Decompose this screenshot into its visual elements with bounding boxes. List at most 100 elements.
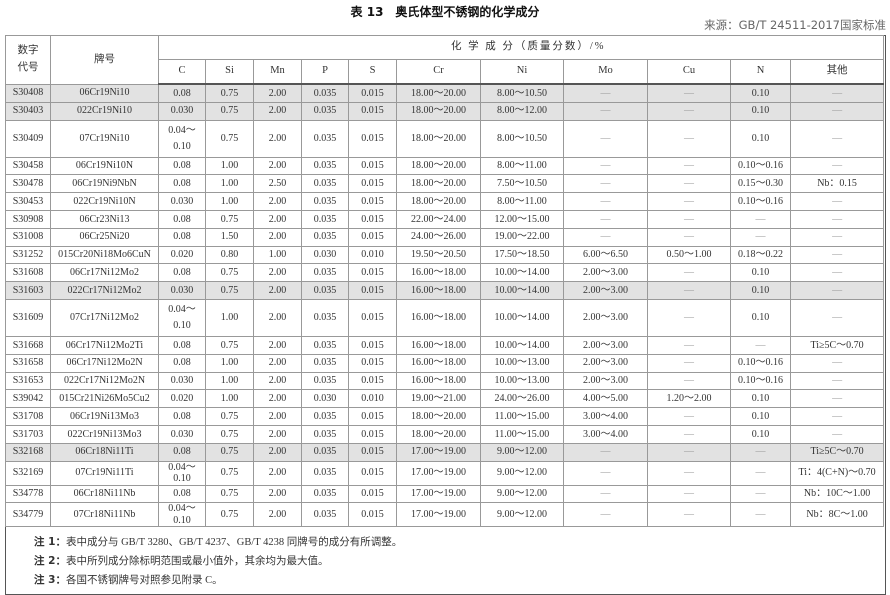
cell-mn: 2.00 [253, 156, 302, 176]
cell-其他: — [789, 156, 885, 176]
cell-p: 0.035 [301, 353, 349, 373]
table-row: S30403 022Cr19Ni10 0.030 0.75 2.00 0.035 0.015… [5, 101, 885, 121]
cell-ni: 9.00～12.00 [480, 460, 564, 486]
cell-p: 0.035 [301, 298, 349, 337]
cell-mn: 2.00 [253, 407, 302, 426]
cell-si: 0.75 [205, 484, 254, 504]
cell-p: 0.035 [301, 484, 349, 504]
note-text: 表中所列成分除标明范围或最小值外，其余均为最大值。 [65, 556, 329, 568]
cell-code: S32169 [5, 460, 51, 486]
cell-ni: 10.00～14.00 [480, 263, 564, 283]
cell-cu: — [647, 371, 731, 391]
cell-ni: 10.00～14.00 [480, 281, 564, 300]
cell-n: 0.18～0.22 [730, 245, 791, 265]
cell-cr: 16.00～18.00 [396, 298, 481, 337]
cell-mo: — [563, 209, 648, 229]
cell-p: 0.035 [301, 407, 349, 426]
cell-cr: 17.00～19.00 [396, 484, 481, 504]
cell-si: 0.75 [205, 83, 254, 103]
cell-n: 0.10 [730, 389, 791, 409]
cell-si: 0.75 [205, 281, 254, 300]
cell-p: 0.035 [301, 174, 349, 194]
table-row: S31658 06Cr17Ni12Mo2N 0.08 1.00 2.00 0.035 0.0… [5, 353, 885, 373]
cell-cr: 17.00～19.00 [396, 460, 481, 486]
cell-s: 0.015 [348, 192, 397, 211]
note-label: 注 2： [34, 555, 66, 568]
cell-ni: 9.00～12.00 [480, 484, 564, 504]
cell-n: 0.10～0.16 [730, 156, 791, 176]
cell-c: 0.04～0.10 [158, 502, 206, 528]
cell-cr: 16.00～18.00 [396, 335, 481, 355]
cell-n: — [730, 460, 791, 486]
cell-c: 0.08 [158, 209, 206, 229]
cell-mo: 2.00～3.00 [563, 335, 648, 355]
cell-mo: 2.00～3.00 [563, 298, 648, 337]
table-frame: 数字 代号 牌号 化 学 成 分（质量分数）/% C Si Mn P S Cr Ni Mo Cu… [5, 35, 886, 595]
cell-si: 1.00 [205, 192, 254, 211]
cell-si: 1.50 [205, 227, 254, 247]
cell-p: 0.035 [301, 101, 349, 121]
cell-code: S30408 [5, 83, 51, 103]
cell-c: 0.08 [158, 174, 206, 194]
header-element: S [348, 59, 397, 85]
cell-c: 0.030 [158, 281, 206, 300]
cell-n: — [730, 227, 791, 247]
cell-n: 0.10 [730, 263, 791, 283]
cell-c: 0.08 [158, 227, 206, 247]
cell-s: 0.015 [348, 263, 397, 283]
cell-其他: Nb：10C～1.00 [789, 484, 885, 504]
table-title: 表 13 奥氏体型不锈钢的化学成分 [350, 5, 540, 19]
cell-p: 0.035 [301, 424, 349, 444]
cell-s: 0.010 [348, 245, 397, 265]
cell-ni: 10.00～13.00 [480, 353, 564, 373]
table-row: S30908 06Cr23Ni13 0.08 0.75 2.00 0.035 0.015 22… [5, 209, 885, 229]
cell-ni: 7.50～10.50 [480, 174, 564, 194]
cell-grade: 06Cr19Ni10N [50, 156, 159, 176]
table-row: S31703 022Cr19Ni13Mo3 0.030 0.75 2.00 0.035 0.… [5, 424, 885, 444]
cell-ni: 8.00～12.00 [480, 101, 564, 121]
cell-cr: 17.00～19.00 [396, 442, 481, 462]
table-row: S30478 06Cr19Ni9NbN 0.08 1.00 2.50 0.035 0.015… [5, 174, 885, 194]
cell-mn: 2.00 [253, 101, 302, 121]
cell-grade: 06Cr19Ni10 [50, 83, 159, 103]
cell-mn: 2.00 [253, 371, 302, 391]
cell-cr: 19.50～20.50 [396, 245, 481, 265]
cell-其他: — [789, 389, 885, 409]
cell-其他: — [789, 263, 885, 283]
cell-ni: 10.00～13.00 [480, 371, 564, 391]
note: 注 1：表中成分与 GB/T 3280、GB/T 4237、GB/T 4238 … [34, 533, 885, 552]
cell-c: 0.08 [158, 442, 206, 462]
cell-其他: — [789, 424, 885, 444]
table-row: S31608 06Cr17Ni12Mo2 0.08 0.75 2.00 0.035 0.01… [5, 263, 885, 283]
cell-code: S30453 [5, 192, 51, 211]
cell-cu: — [647, 192, 731, 211]
cell-ni: 10.00～14.00 [480, 298, 564, 337]
table-row: S30409 07Cr19Ni10 0.04～ 0.10 0.75 2.00 0.035 0… [5, 119, 885, 158]
cell-s: 0.015 [348, 227, 397, 247]
cell-n: 0.10 [730, 281, 791, 300]
cell-si: 1.00 [205, 371, 254, 391]
composition-table: 数字 代号 牌号 化 学 成 分（质量分数）/% C Si Mn P S Cr Ni Mo Cu… [5, 35, 885, 528]
cell-grade: 06Cr17Ni12Mo2N [50, 353, 159, 373]
cell-c: 0.030 [158, 192, 206, 211]
cell-mo: 4.00～5.00 [563, 389, 648, 409]
cell-mn: 2.00 [253, 227, 302, 247]
cell-cr: 16.00～18.00 [396, 371, 481, 391]
cell-s: 0.015 [348, 156, 397, 176]
cell-cr: 16.00～18.00 [396, 353, 481, 373]
cell-cr: 24.00～26.00 [396, 227, 481, 247]
cell-si: 0.75 [205, 209, 254, 229]
cell-grade: 07Cr19Ni10 [50, 119, 159, 158]
cell-cr: 18.00～20.00 [396, 407, 481, 426]
cell-其他: — [789, 209, 885, 229]
table-row: S31252 015Cr20Ni18Mo6CuN 0.020 0.80 1.00 0.03… [5, 245, 885, 265]
cell-ni: 11.00～15.00 [480, 407, 564, 426]
cell-n: 0.10～0.16 [730, 353, 791, 373]
cell-mo: — [563, 227, 648, 247]
cell-cr: 19.00～21.00 [396, 389, 481, 409]
cell-p: 0.035 [301, 263, 349, 283]
table-row: S31609 07Cr17Ni12Mo2 0.04～ 0.10 1.00 2.00 0.0… [5, 298, 885, 337]
cell-grade: 022Cr19Ni10 [50, 101, 159, 121]
cell-p: 0.035 [301, 442, 349, 462]
cell-code: S30403 [5, 101, 51, 121]
